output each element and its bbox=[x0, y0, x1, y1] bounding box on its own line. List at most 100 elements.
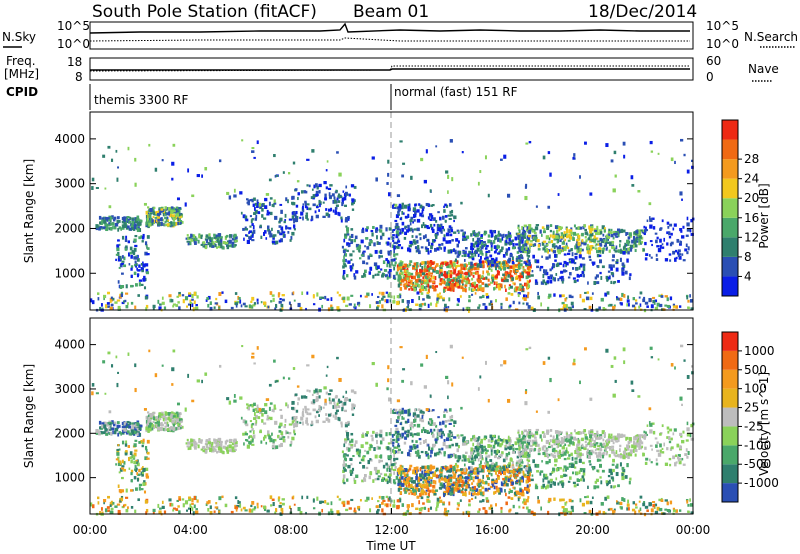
power-cell bbox=[514, 271, 517, 275]
velocity-cell bbox=[434, 489, 439, 492]
power-cell bbox=[492, 230, 496, 233]
power-cell bbox=[497, 283, 501, 287]
power-cell bbox=[280, 226, 284, 231]
velocity-cell bbox=[388, 468, 392, 473]
power-cell bbox=[624, 270, 628, 275]
power-cell bbox=[496, 270, 499, 273]
velocity-cell bbox=[526, 486, 530, 491]
power-cell bbox=[107, 217, 110, 220]
velocity-cell bbox=[99, 426, 102, 430]
power-cell bbox=[559, 239, 562, 243]
power-cell bbox=[430, 276, 433, 280]
power-cell bbox=[565, 245, 568, 249]
power-cell bbox=[486, 284, 489, 288]
power-cell bbox=[500, 302, 503, 306]
power-cell bbox=[264, 230, 267, 234]
power-cell bbox=[574, 245, 578, 250]
velocity-cell bbox=[428, 446, 431, 451]
power-cell bbox=[428, 213, 433, 217]
velocity-cell bbox=[121, 432, 125, 435]
velocity-cell bbox=[346, 446, 350, 451]
power-cell bbox=[265, 237, 268, 240]
power-cell bbox=[557, 193, 560, 196]
velocity-cell bbox=[353, 479, 357, 484]
velocity-cell bbox=[176, 426, 180, 431]
power-cell bbox=[117, 305, 121, 311]
power-cell bbox=[509, 274, 513, 279]
velocity-cell bbox=[172, 423, 176, 427]
velocity-cell bbox=[254, 407, 258, 411]
power-cell bbox=[643, 308, 647, 313]
power-cell bbox=[137, 269, 141, 272]
power-cell bbox=[371, 232, 374, 237]
power-cell bbox=[411, 228, 414, 233]
velocity-cell bbox=[117, 462, 122, 467]
velocity-cell bbox=[251, 403, 254, 408]
power-cell bbox=[133, 221, 136, 226]
power-cell bbox=[436, 231, 439, 236]
power-cell bbox=[393, 229, 396, 232]
velocity-cell bbox=[337, 416, 340, 421]
power-cell bbox=[471, 277, 474, 281]
power-cell bbox=[593, 235, 596, 239]
power-cell bbox=[448, 240, 452, 244]
power-cell bbox=[521, 246, 525, 251]
colorbar-swatch bbox=[722, 159, 738, 179]
power-cell bbox=[281, 306, 284, 311]
velocity-cell bbox=[174, 415, 178, 419]
velocity-cell bbox=[414, 471, 418, 475]
velocity-cell bbox=[349, 457, 353, 461]
power-cell bbox=[480, 255, 482, 260]
velocity-cell bbox=[164, 425, 167, 428]
power-cell bbox=[519, 288, 522, 292]
power-cell bbox=[686, 295, 689, 300]
power-cell bbox=[250, 234, 253, 238]
power-cell bbox=[599, 244, 603, 247]
power-cell bbox=[429, 272, 434, 275]
power-cell bbox=[409, 263, 412, 267]
power-cell bbox=[477, 253, 480, 257]
power-cell bbox=[145, 214, 148, 219]
power-cell bbox=[602, 307, 606, 311]
velocity-cell bbox=[171, 419, 176, 423]
velocity-cell bbox=[433, 444, 437, 447]
velocity-cell bbox=[256, 407, 260, 411]
power-cell bbox=[501, 246, 504, 250]
velocity-cell bbox=[141, 474, 144, 477]
power-cell bbox=[488, 267, 491, 271]
velocity-cell bbox=[342, 463, 346, 467]
velocity-cell bbox=[487, 482, 490, 487]
velocity-cell bbox=[490, 473, 493, 477]
power-cell bbox=[262, 231, 266, 236]
power-cell bbox=[499, 249, 503, 253]
velocity-cell bbox=[460, 490, 464, 494]
velocity-cell bbox=[472, 452, 475, 455]
power-cell bbox=[404, 215, 408, 219]
velocity-cell bbox=[304, 409, 307, 414]
power-cell bbox=[353, 303, 356, 308]
power-cell bbox=[438, 246, 441, 249]
power-cell bbox=[554, 259, 557, 262]
velocity-cell bbox=[267, 416, 271, 420]
velocity-cell bbox=[440, 469, 443, 472]
power-cell bbox=[513, 282, 516, 286]
power-cell bbox=[441, 280, 445, 284]
velocity-cell bbox=[194, 442, 198, 446]
power-cell bbox=[559, 294, 562, 298]
velocity-cell bbox=[393, 433, 396, 436]
power-cell bbox=[679, 305, 682, 308]
velocity-cell bbox=[456, 487, 460, 491]
velocity-cell bbox=[522, 492, 525, 495]
velocity-cell bbox=[286, 431, 289, 434]
power-cell bbox=[599, 229, 603, 233]
velocity-cell bbox=[409, 483, 413, 488]
velocity-cell bbox=[447, 474, 450, 479]
velocity-cell bbox=[502, 465, 506, 470]
velocity-cell bbox=[427, 408, 430, 413]
velocity-cell bbox=[527, 462, 529, 467]
power-cell bbox=[426, 226, 431, 230]
nave-tick-top: 60 bbox=[706, 54, 721, 68]
velocity-cell bbox=[253, 402, 256, 407]
velocity-cell bbox=[399, 487, 403, 490]
power-cell bbox=[172, 143, 176, 147]
